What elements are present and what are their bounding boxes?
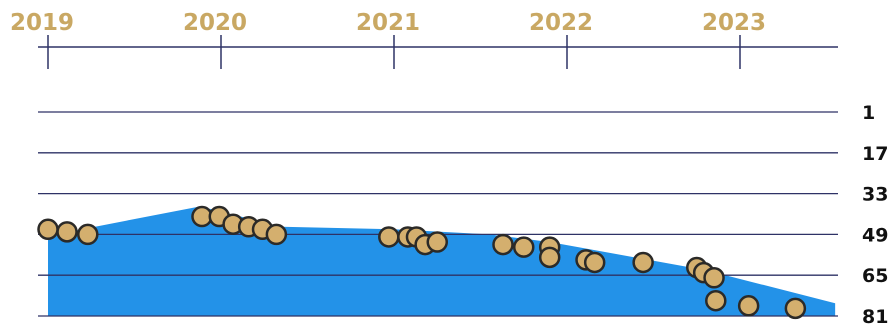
data-point (583, 251, 606, 274)
data-point (705, 289, 727, 312)
data-point (265, 223, 288, 246)
data-point (737, 295, 760, 317)
rank-label-1: 1 (862, 102, 875, 124)
year-label-2023: 2023 (702, 10, 766, 36)
data-point (426, 231, 448, 253)
data-point (492, 233, 514, 256)
year-axis (38, 35, 838, 69)
labels: 2019 2020 2021 2022 2023 1 17 33 49 65 81 (10, 10, 888, 328)
year-label-2019: 2019 (10, 10, 74, 36)
rank-label-81: 81 (862, 306, 888, 328)
rank-label-33: 33 (862, 184, 888, 206)
points-layer (37, 205, 807, 320)
year-label-2020: 2020 (183, 10, 247, 36)
data-point (632, 251, 654, 274)
data-point (56, 221, 78, 243)
data-point (784, 297, 807, 320)
data-point (378, 226, 400, 248)
year-label-2021: 2021 (356, 10, 420, 36)
rank-label-17: 17 (862, 143, 888, 165)
data-point (37, 218, 59, 241)
rank-label-65: 65 (862, 265, 888, 287)
rank-label-49: 49 (862, 224, 888, 246)
year-label-2022: 2022 (529, 10, 593, 36)
data-point (703, 267, 725, 289)
data-point (538, 246, 561, 269)
data-point (513, 236, 535, 258)
data-point (77, 223, 99, 246)
